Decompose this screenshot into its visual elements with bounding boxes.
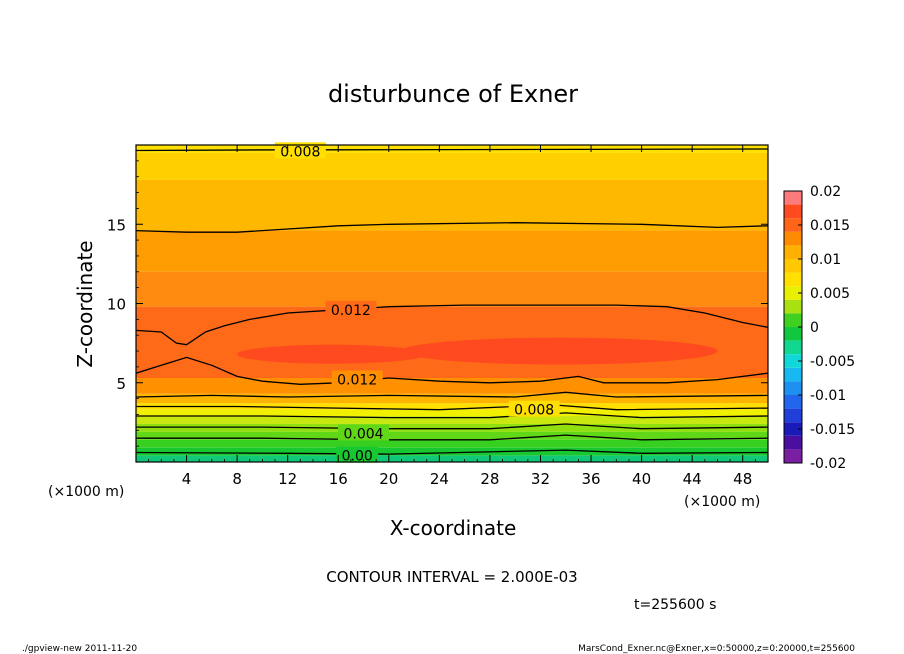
contour-band-6 (136, 377, 768, 394)
contour-line-4 (136, 391, 768, 398)
x-tick-label: 4 (182, 470, 192, 488)
y-axis-label: Z-coordinate (73, 240, 97, 367)
colorbar-label: -0.01 (810, 388, 846, 404)
contour-label-text: 0.012 (331, 303, 371, 319)
x-tick-label: 8 (232, 470, 242, 488)
footer-right: MarsCond_Exner.nc@Exner,x=0:50000,z=0:20… (578, 644, 855, 654)
contour-label-bg (508, 400, 560, 417)
y-axis: 5 10 15 (107, 160, 768, 447)
contour-line-1 (136, 222, 768, 233)
contour-label-3: 0.008 (508, 400, 560, 419)
colorbar-swatch-13 (784, 272, 802, 287)
contour-label-bg (325, 300, 377, 317)
colorbar-swatch-3 (784, 408, 802, 423)
colorbar-swatch-1 (784, 435, 802, 450)
contour-label-text: 0.008 (280, 144, 320, 160)
contour-label-bg (338, 424, 390, 441)
colorbar-label: 0.015 (810, 218, 850, 234)
hot-region-1 (401, 337, 718, 365)
colorbar-label: 0.01 (810, 252, 841, 268)
contour-label-text: 0.00 (342, 449, 373, 465)
contour-band-9 (136, 409, 768, 417)
x-tick-label: 24 (430, 470, 449, 488)
colorbar-label: -0.005 (810, 354, 855, 370)
contour-line-8 (136, 434, 768, 441)
colorbar-label: -0.02 (810, 456, 846, 472)
contour-label-text: 0.012 (337, 373, 377, 389)
contour-label-1: 0.012 (325, 300, 377, 319)
colorbar-swatch-5 (784, 381, 802, 395)
colorbar-label: 0.005 (810, 286, 850, 302)
colorbar-label: -0.015 (810, 422, 855, 438)
contour-line-9 (136, 449, 768, 455)
contour-line-6 (136, 412, 768, 419)
contour-band-15 (136, 455, 768, 462)
colorbar-label: 0 (810, 320, 819, 336)
hot-region-0 (237, 344, 427, 364)
contour-band-1 (136, 152, 768, 180)
y-tick-label: 15 (107, 216, 126, 234)
x-tick-label: 36 (581, 470, 600, 488)
contour-band-14 (136, 447, 768, 456)
contour-label-text: 0.008 (514, 403, 554, 419)
colorbar-swatch-12 (784, 286, 802, 300)
plot-area: 0.008 0.012 0.012 0.008 0.004 0.00 (136, 142, 768, 465)
colorbar-swatch-17 (784, 218, 802, 232)
contour-band-10 (136, 416, 768, 424)
colorbar: 0.02 0.015 0.01 0.005 0 -0.005 -0.01 -0.015 -0.0… (783, 184, 855, 472)
contour-label-bg (331, 370, 383, 387)
x-tick-label: 16 (329, 470, 348, 488)
colorbar-swatch-2 (784, 422, 802, 436)
y-tick-label: 5 (116, 375, 126, 393)
x-tick-label: 28 (480, 470, 499, 488)
colorbar-label: 0.02 (810, 184, 841, 200)
contour-band-12 (136, 431, 768, 440)
colorbar-swatch-15 (784, 245, 802, 259)
contour-label-5: 0.00 (336, 446, 379, 465)
contour-interval-text: CONTOUR INTERVAL = 2.000E-03 (326, 568, 577, 586)
contour-line-3 (136, 356, 768, 385)
colorbar-swatch-10 (784, 313, 802, 327)
colorbar-swatch-18 (784, 204, 802, 219)
x-tick-label: 44 (683, 470, 702, 488)
contour-band-13 (136, 439, 768, 448)
x-axis: 4 8 12 16 20 24 28 32 36 40 44 48 (148, 145, 756, 488)
contour-label-text: 0.004 (343, 426, 383, 442)
colorbar-swatch-9 (784, 327, 802, 341)
x-unit-left: (×1000 m) (48, 484, 124, 500)
colorbar-swatch-19 (784, 191, 802, 205)
time-text: t=255600 s (634, 597, 716, 613)
colorbar-swatch-11 (784, 299, 802, 314)
x-axis-label: X-coordinate (390, 516, 517, 540)
colorbar-swatch-7 (784, 354, 802, 368)
chart-title: disturbunce of Exner (328, 80, 578, 108)
footer-left: ./gpview-new 2011-11-20 (22, 644, 137, 654)
contour-band-11 (136, 423, 768, 432)
contour-label-2: 0.012 (331, 370, 383, 389)
x-tick-label: 12 (278, 470, 297, 488)
colorbar-swatch-0 (784, 449, 802, 463)
colorbar-swatch-8 (784, 340, 802, 355)
contour-band-2 (136, 179, 768, 231)
contour-band-8 (136, 403, 768, 410)
y-tick-label: 10 (107, 296, 126, 314)
contour-label-bg (336, 446, 379, 463)
contour-band-7 (136, 393, 768, 404)
colorbar-swatch-6 (784, 367, 802, 382)
contour-band-4 (136, 271, 768, 307)
colorbar-swatch-16 (784, 231, 802, 246)
contour-line-7 (136, 423, 768, 430)
contour-band-3 (136, 230, 768, 272)
colorbar-swatch-14 (784, 259, 802, 273)
x-unit-right: (×1000 m) (684, 494, 760, 510)
x-tick-label: 32 (531, 470, 550, 488)
contour-line-5 (136, 404, 768, 411)
x-tick-label: 40 (632, 470, 651, 488)
x-tick-label: 20 (379, 470, 398, 488)
contour-label-4: 0.004 (338, 424, 390, 442)
x-tick-label: 48 (733, 470, 752, 488)
colorbar-swatch-4 (784, 395, 802, 409)
